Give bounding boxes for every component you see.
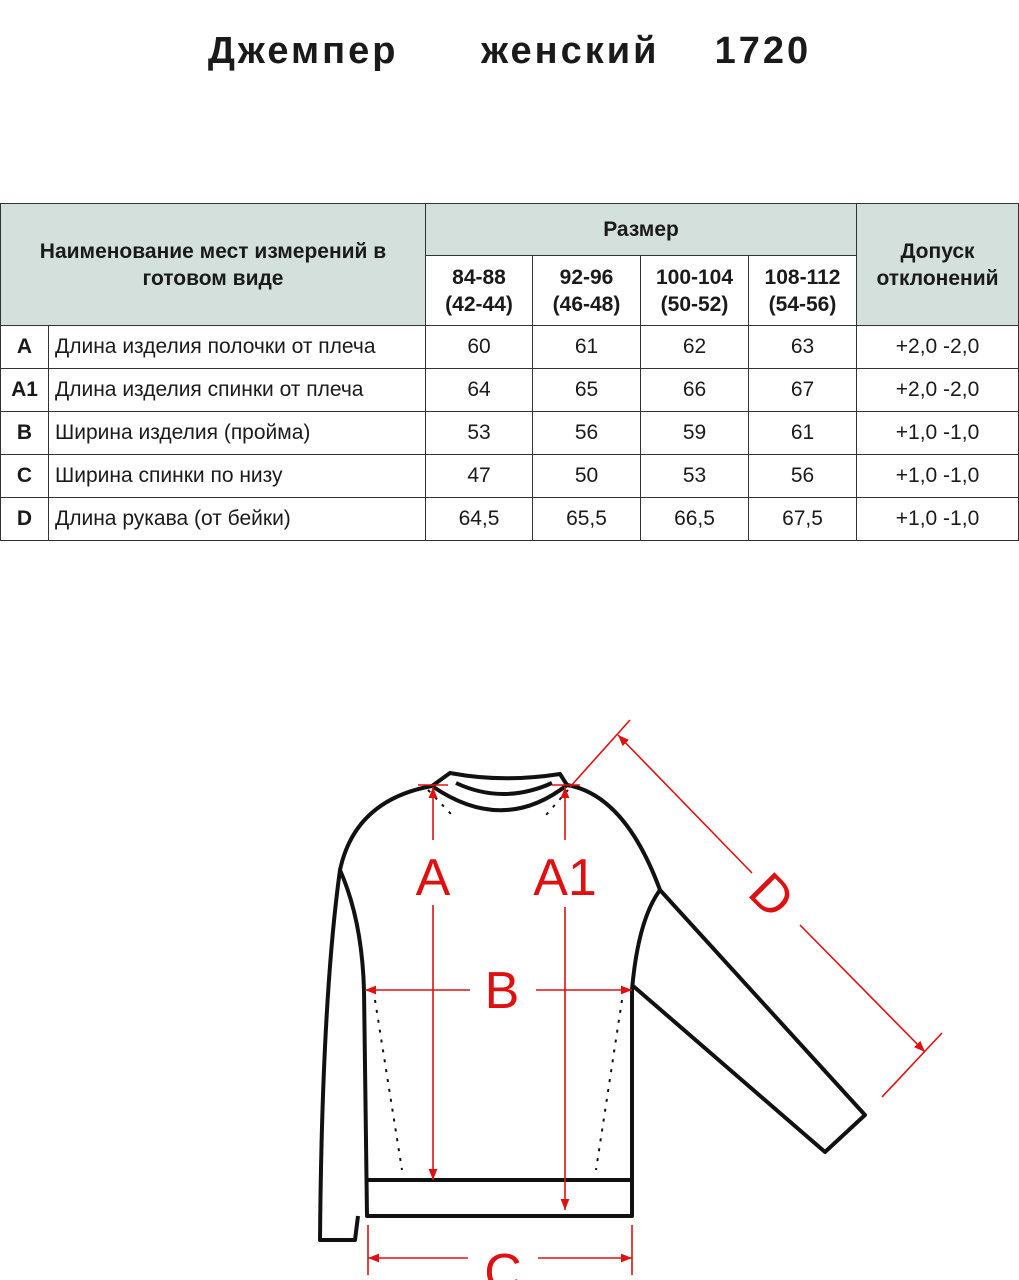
- measurement-value: 65: [532, 368, 642, 412]
- header-size: Размер: [425, 203, 858, 256]
- label-d: D: [738, 862, 806, 930]
- size-main: 100-104: [655, 265, 734, 289]
- tolerance-value: +2,0 -2,0: [856, 368, 1019, 412]
- right-armhole: [630, 888, 662, 991]
- measurement-code: A1: [0, 368, 49, 412]
- measurement-name: Ширина изделия (пройма): [47, 411, 427, 455]
- size-column-header: 100-104 (50-52): [640, 255, 750, 326]
- size-table: Наименование мест измерений в готовом ви…: [0, 203, 1019, 541]
- measurement-code: C: [0, 454, 49, 498]
- measurement-value: 64: [425, 368, 534, 412]
- tolerance-value: +2,0 -2,0: [856, 325, 1019, 369]
- jumper-outline: [318, 771, 867, 1242]
- size-main: 92-96: [559, 265, 614, 289]
- size-column-header: 84-88 (42-44): [425, 255, 534, 326]
- measurement-name: Длина рукава (от бейки): [47, 497, 427, 541]
- size-main: 108-112: [764, 265, 841, 289]
- header-measurement-name: Наименование мест измерений в готовом ви…: [0, 203, 427, 326]
- measurement-value: 50: [532, 454, 642, 498]
- measurement-code: D: [0, 497, 49, 541]
- tolerance-value: +1,0 -1,0: [856, 411, 1019, 455]
- header-tolerance: Допуск отклонений: [856, 203, 1019, 326]
- measurement-code: B: [0, 411, 49, 455]
- collar: [430, 771, 569, 813]
- body-left-shoulder-sleeve: [318, 784, 433, 1242]
- body-left-side: [338, 869, 634, 1218]
- size-main: 84-88: [452, 265, 506, 289]
- measurement-value: 53: [425, 411, 534, 455]
- measure-d-bottom: [799, 924, 926, 1053]
- label-b: B: [485, 962, 520, 1020]
- measurement-name: Длина изделия спинки от плеча: [47, 368, 427, 412]
- size-column-header: 92-96 (46-48): [532, 255, 642, 326]
- table-row: D Длина рукава (от бейки) 64,5 65,5 66,5 67,5…: [0, 497, 1019, 541]
- table-row: A Длина изделия полочки от плеча 60 61 62 63 +…: [0, 325, 1019, 369]
- size-alt: (50-52): [660, 292, 729, 316]
- measurement-value: 56: [532, 411, 642, 455]
- measurement-value: 67: [748, 368, 858, 412]
- measure-lines: [365, 719, 943, 1275]
- measure-d-top: [617, 734, 753, 874]
- label-c: C: [484, 1244, 522, 1280]
- measurement-value: 61: [532, 325, 642, 369]
- size-column-header: 108-112 (54-56): [748, 255, 858, 326]
- right-shoulder-sleeve: [566, 783, 867, 1154]
- table-row: B Ширина изделия (пройма) 53 56 59 61 +1,0 -1,…: [0, 411, 1019, 455]
- size-alt: (42-44): [445, 292, 513, 316]
- table-row: A1 Длина изделия спинки от плеча 64 65 66 67 +…: [0, 368, 1019, 412]
- collar-inner: [455, 781, 553, 796]
- tolerance-value: +1,0 -1,0: [856, 454, 1019, 498]
- measurement-value: 66,5: [640, 497, 750, 541]
- label-a1: A1: [533, 849, 597, 907]
- measurement-value: 67,5: [748, 497, 858, 541]
- measurement-value: 56: [748, 454, 858, 498]
- measurement-value: 64,5: [425, 497, 534, 541]
- measurement-value: 63: [748, 325, 858, 369]
- page-title: Джемпер женский 1720: [207, 30, 812, 72]
- size-alt: (54-56): [768, 292, 837, 316]
- measurement-value: 62: [640, 325, 750, 369]
- measurement-value: 65,5: [532, 497, 642, 541]
- size-alt: (46-48): [552, 292, 621, 316]
- tolerance-value: +1,0 -1,0: [856, 497, 1019, 541]
- label-a: A: [416, 849, 451, 907]
